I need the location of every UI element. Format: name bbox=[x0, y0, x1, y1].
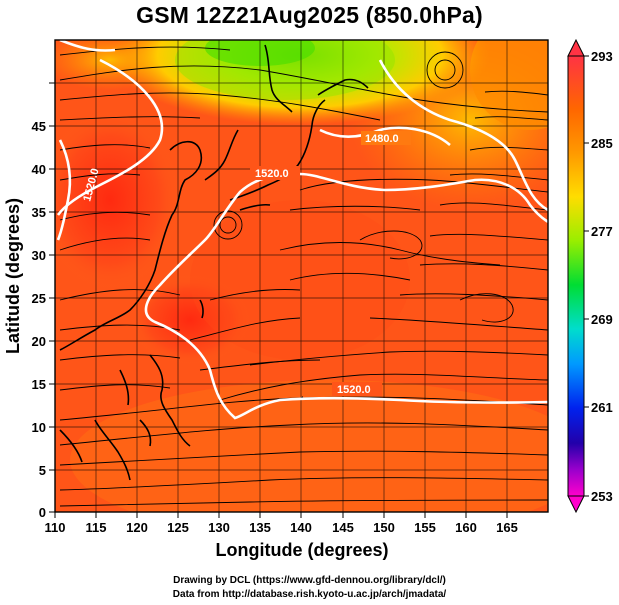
y-tick-label: 30 bbox=[32, 248, 46, 263]
colorbar-body bbox=[567, 55, 585, 497]
credit-drawing: Drawing by DCL (https://www.gfd-dennou.o… bbox=[173, 575, 446, 586]
colorbar-label: 269 bbox=[591, 312, 613, 327]
y-tick-label: 40 bbox=[32, 162, 46, 177]
credit-data-source: Data from http://database.rish.kyoto-u.a… bbox=[172, 589, 447, 600]
y-tick-label: 15 bbox=[32, 377, 46, 392]
coastlines bbox=[59, 44, 369, 481]
tick-marks bbox=[49, 82, 508, 518]
colorbar-label: 293 bbox=[591, 49, 613, 64]
x-tick-label: 120 bbox=[126, 520, 148, 535]
y-tick-label: 25 bbox=[32, 291, 46, 306]
y-tick-label: 35 bbox=[32, 205, 46, 220]
x-tick-label: 140 bbox=[290, 520, 312, 535]
y-tick-label: 10 bbox=[32, 420, 46, 435]
colorbar-label: 277 bbox=[591, 224, 613, 239]
colorbar-label: 261 bbox=[591, 400, 613, 415]
y-tick-label: 5 bbox=[39, 463, 46, 478]
y-axis-label: Latitude (degrees) bbox=[3, 198, 23, 354]
height-contours bbox=[56, 40, 548, 420]
x-tick-label: 115 bbox=[86, 520, 107, 535]
contour-labels: 1520.0 1480.0 1520.0 1520.0 bbox=[81, 131, 411, 396]
x-tick-label: 150 bbox=[373, 520, 395, 535]
colorbar-label: 253 bbox=[591, 489, 613, 504]
x-tick-labels: 110 115 120 125 130 135 140 145 150 155 … bbox=[45, 520, 518, 535]
y-tick-label: 45 bbox=[32, 119, 46, 134]
colorbar-label: 285 bbox=[591, 136, 613, 151]
x-tick-label: 145 bbox=[332, 520, 354, 535]
x-tick-label: 135 bbox=[249, 520, 271, 535]
y-tick-label: 20 bbox=[32, 334, 46, 349]
x-tick-label: 160 bbox=[455, 520, 477, 535]
y-tick-label: 0 bbox=[39, 505, 46, 520]
contour-label: 1520.0 bbox=[255, 168, 289, 180]
x-tick-label: 130 bbox=[208, 520, 230, 535]
y-tick-labels: 0 5 10 15 20 25 30 35 40 45 bbox=[32, 119, 46, 520]
contour-label: 1520.0 bbox=[337, 384, 371, 396]
x-tick-label: 155 bbox=[414, 520, 436, 535]
plot-title: GSM 12Z21Aug2025 (850.0hPa) bbox=[136, 2, 483, 28]
x-axis-label: Longitude (degrees) bbox=[215, 540, 388, 560]
colorbar-bottom-arrow bbox=[567, 495, 585, 514]
wind-streamlines bbox=[59, 46, 548, 507]
colorbar: 293 285 277 269 261 253 bbox=[567, 38, 613, 514]
contour-label: 1480.0 bbox=[365, 133, 399, 145]
colorbar-top-arrow bbox=[567, 38, 585, 57]
x-tick-label: 165 bbox=[496, 520, 518, 535]
x-tick-label: 125 bbox=[167, 520, 189, 535]
x-tick-label: 110 bbox=[45, 520, 66, 535]
